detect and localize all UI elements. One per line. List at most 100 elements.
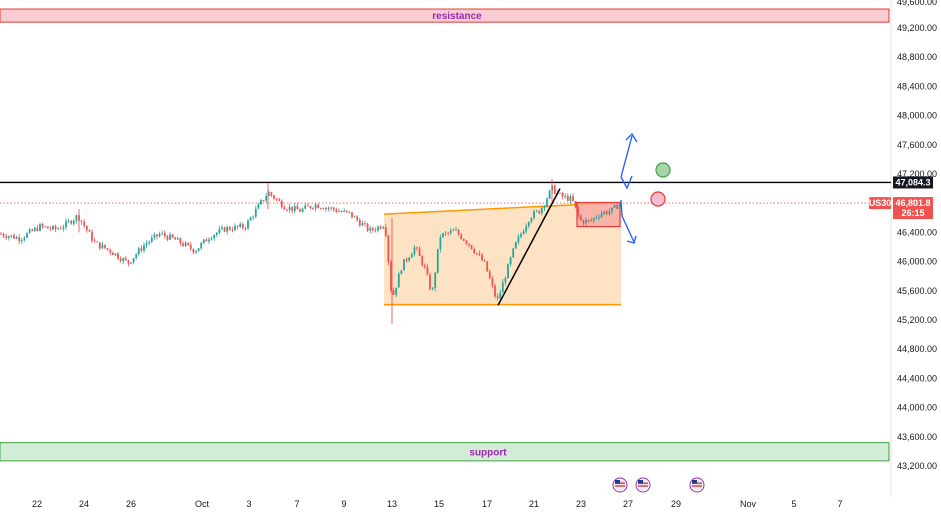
candle-body <box>514 242 517 249</box>
candle-body <box>431 288 434 290</box>
candle-body <box>249 217 252 221</box>
projection-up-arrow[interactable] <box>620 132 638 190</box>
candle-body <box>317 204 320 209</box>
support-zone[interactable] <box>0 442 890 462</box>
candle-body <box>2 234 5 237</box>
candle-body <box>127 260 130 264</box>
resistance-zone[interactable] <box>0 8 890 23</box>
candle-body <box>239 224 242 227</box>
candle-body <box>166 236 169 240</box>
price-tick-label: 46,000.00 <box>897 257 937 267</box>
candle-body <box>75 215 78 221</box>
impulse-trendline[interactable] <box>497 188 561 306</box>
price-tick-label: 43,200.00 <box>897 461 937 471</box>
candle-body <box>114 253 117 255</box>
candle-body <box>296 205 299 210</box>
candle-body <box>52 226 54 230</box>
candle-body <box>605 211 608 214</box>
time-tick-label: 13 <box>387 499 397 509</box>
candle-body <box>379 226 382 229</box>
price-tick-label: 48,400.00 <box>897 81 937 91</box>
candle-body <box>247 220 249 229</box>
candle-body <box>330 207 333 209</box>
candle-body <box>520 234 522 237</box>
candle-body <box>244 227 247 229</box>
time-axis[interactable] <box>0 497 941 517</box>
candle-body <box>358 220 361 226</box>
candle-body <box>392 290 395 295</box>
candle-body <box>345 210 348 212</box>
candle-body <box>470 244 473 250</box>
candle-body <box>390 262 392 291</box>
pattern-area[interactable] <box>384 202 621 305</box>
candle-body <box>574 201 577 208</box>
horizontal-level-tag: 47,084.3 <box>893 176 933 189</box>
candle-body <box>371 228 374 231</box>
candle-body <box>408 257 411 261</box>
candle-body <box>595 217 598 219</box>
candle-body <box>122 258 125 262</box>
candle-body <box>44 226 47 228</box>
candle-body <box>403 259 405 271</box>
candle-body <box>468 243 470 245</box>
candle-body <box>257 204 260 209</box>
candle-body <box>582 220 585 224</box>
candle-body <box>215 232 218 236</box>
candle-body <box>429 274 431 290</box>
candle-body <box>171 234 174 238</box>
candle-body <box>540 207 543 214</box>
price-tick-label: 47,200.00 <box>897 169 937 179</box>
candle-body <box>335 209 338 212</box>
candle-body <box>369 228 372 231</box>
candle-body <box>405 259 408 261</box>
candle-body <box>231 229 234 231</box>
projection-down-arrow[interactable] <box>620 199 637 244</box>
price-tick-label: 49,200.00 <box>897 23 937 33</box>
candle-body <box>603 211 606 214</box>
target-marker[interactable] <box>655 162 671 178</box>
candle-body <box>340 211 343 212</box>
candle-body <box>483 260 486 262</box>
economic-event-icons[interactable] <box>612 477 705 493</box>
candle-body <box>442 233 444 238</box>
candle-body <box>436 249 439 273</box>
candle-body <box>439 237 442 250</box>
candle-body <box>314 204 317 209</box>
candle-body <box>561 193 564 197</box>
us-flag-event-icon[interactable] <box>635 477 651 493</box>
candle-body <box>96 241 99 243</box>
candle-body <box>499 292 502 299</box>
candle-body <box>31 229 34 231</box>
candle-body <box>569 196 572 201</box>
candle-body <box>434 272 437 289</box>
candle-body <box>478 253 481 255</box>
candle-body <box>288 206 291 211</box>
candle-body <box>421 255 424 266</box>
candle-body <box>325 207 327 210</box>
price-tick-label: 45,600.00 <box>897 286 937 296</box>
candle-body <box>20 239 23 242</box>
candle-body <box>241 224 244 228</box>
candle-body <box>509 257 512 265</box>
candle-body <box>564 195 567 197</box>
stop-marker[interactable] <box>650 191 666 207</box>
candle-body <box>338 211 340 212</box>
time-tick-label: Nov <box>740 499 757 509</box>
price-axis[interactable] <box>891 0 941 497</box>
candle-body <box>260 200 262 205</box>
us-flag-event-icon[interactable] <box>689 477 705 493</box>
candle-body <box>184 242 187 246</box>
price-tick-label: 45,200.00 <box>897 315 937 325</box>
candle-body <box>356 216 359 221</box>
us-flag-event-icon[interactable] <box>612 477 628 493</box>
candle-body <box>322 208 325 210</box>
candle-body <box>426 266 429 275</box>
candle-body <box>306 205 309 207</box>
candle-body <box>140 248 143 251</box>
time-tick-label: 22 <box>32 499 42 509</box>
candle-body <box>54 226 57 230</box>
candle-body <box>384 227 387 236</box>
candle-body <box>400 270 403 274</box>
candle-body <box>566 195 569 201</box>
